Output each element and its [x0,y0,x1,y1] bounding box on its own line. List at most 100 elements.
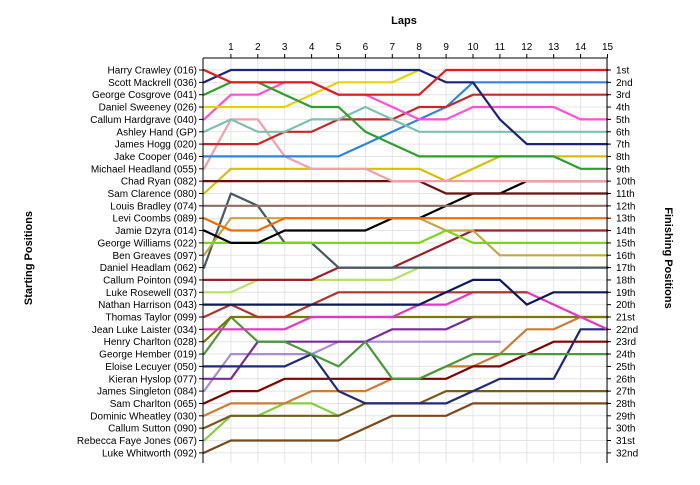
finishing-label: 26th [616,374,635,385]
finishing-label: 3rd [616,90,630,101]
labels: Harry Crawley (016)Scott Mackrell (036)G… [77,66,638,460]
x-tick-label: 9 [443,42,449,53]
finishing-label: 29th [616,411,635,422]
x-tick-label: 10 [467,42,479,53]
driver-label: Jamie Dzyra (014) [115,226,197,237]
series-line-15 [202,229,609,244]
series-line-26 [202,315,501,380]
driver-label: Jean Luke Laister (034) [92,325,197,336]
finishing-label: 5th [616,115,630,126]
driver-label: Ashley Hand (GP) [116,127,197,138]
finishing-label: 19th [616,288,635,299]
series-lines [202,68,609,454]
series-line-24 [202,315,609,380]
series-line-5 [202,81,609,121]
series-line-4 [202,68,421,109]
driver-label: George Hember (019) [99,350,197,361]
finishing-label: 21st [616,313,635,324]
driver-label: Chad Ryan (082) [121,177,197,188]
driver-label: Jake Cooper (046) [114,152,197,163]
finishing-label: 27th [616,387,635,398]
series-line-21 [202,291,528,319]
driver-label: Rebecca Faye Jones (067) [77,436,197,447]
driver-label: Levi Coombs (089) [113,214,197,225]
driver-label: Michael Headland (055) [91,164,197,175]
driver-label: Louis Bradley (074) [110,201,197,212]
driver-label: Callum Hardgrave (040) [90,115,197,126]
series-line-1 [202,68,609,96]
left-y-axis-title: Starting Positions [23,211,35,305]
driver-label: James Hogg (020) [115,140,197,151]
x-tick-label: 6 [363,42,369,53]
axes: Laps Starting Positions Finishing Positi… [23,15,674,463]
driver-label: Ben Greaves (097) [113,251,198,262]
finishing-label: 12th [616,201,635,212]
x-tick-label: 1 [228,42,234,53]
finishing-label: 32nd [616,448,638,459]
x-tick-label: 5 [336,42,342,53]
series-line-22 [202,291,609,331]
driver-label: Sam Clarence (080) [108,189,197,200]
x-tick-label: 15 [602,42,614,53]
x-tick-label: 13 [548,42,560,53]
finishing-label: 30th [616,424,635,435]
driver-label: Daniel Sweeney (026) [99,103,197,114]
finishing-label: 10th [616,177,635,188]
finishing-label: 14th [616,226,635,237]
series-line-32 [202,402,609,454]
driver-label: Kieran Hyslop (077) [109,374,197,385]
driver-label: Harry Crawley (016) [108,66,197,77]
x-axis-title: Laps [391,15,417,27]
finishing-label: 4th [616,103,630,114]
driver-label: Sam Charlton (065) [110,399,197,410]
series-line-13 [202,217,609,232]
finishing-label: 22nd [616,325,638,336]
driver-label: Thomas Taylor (099) [105,313,197,324]
finishing-label: 8th [616,152,630,163]
finishing-label: 17th [616,263,635,274]
driver-label: George Williams (022) [98,238,197,249]
series-line-25 [202,328,609,405]
finishing-label: 2nd [616,78,633,89]
series-line-16 [202,217,609,257]
series-line-20 [202,278,609,306]
finishing-label: 11th [616,189,635,200]
x-tick-label: 3 [282,42,288,53]
driver-label: Scott Mackrell (036) [108,78,197,89]
driver-label: Eloise Lecuyer (050) [105,362,197,373]
driver-label: Luke Whitworth (092) [102,448,197,459]
driver-label: Nathan Harrison (043) [98,300,197,311]
series-line-31 [202,402,340,442]
finishing-label: 20th [616,300,635,311]
finishing-label: 7th [616,140,630,151]
series-line-2 [202,68,609,146]
driver-label: Luke Rosewell (037) [106,288,197,299]
right-y-axis-title: Finishing Positions [662,207,674,308]
driver-label: George Cosgrove (041) [92,90,197,101]
finishing-label: 13th [616,214,635,225]
series-line-14 [202,180,609,244]
finishing-label: 28th [616,399,635,410]
finishing-label: 23rd [616,337,636,348]
series-line-28 [202,340,609,405]
finishing-label: 9th [616,164,630,175]
x-tick-label: 8 [416,42,422,53]
driver-label: Henry Charlton (028) [104,337,197,348]
driver-label: Daniel Headlam (062) [100,263,197,274]
driver-label: Callum Sutton (090) [108,424,197,435]
finishing-label: 31st [616,436,635,447]
x-tick-label: 2 [255,42,261,53]
series-line-18 [202,229,609,281]
finishing-label: 24th [616,350,635,361]
driver-label: Dominic Wheatley (030) [90,411,197,422]
series-line-10 [202,180,609,195]
finishing-label: 18th [616,275,635,286]
driver-label: James Singleton (084) [97,387,197,398]
finishing-label: 1st [616,66,630,77]
series-line-6 [202,105,609,133]
finishing-label: 25th [616,362,635,373]
series-line-11 [202,155,609,195]
x-tick-label: 4 [309,42,315,53]
